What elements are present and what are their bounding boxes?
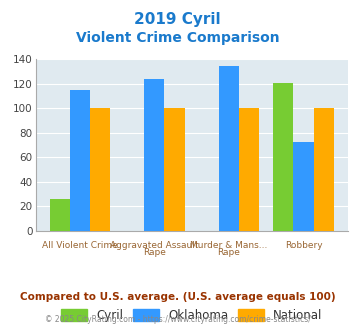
Text: 2019 Cyril: 2019 Cyril [134, 12, 221, 26]
Bar [294, 142, 313, 231]
Bar [273, 83, 294, 231]
Bar [144, 79, 164, 231]
Text: Murder & Mans...: Murder & Mans... [190, 241, 268, 250]
Text: © 2025 CityRating.com - https://www.cityrating.com/crime-statistics/: © 2025 CityRating.com - https://www.city… [45, 315, 310, 324]
Text: Violent Crime Comparison: Violent Crime Comparison [76, 31, 279, 45]
Text: Robbery: Robbery [285, 241, 322, 250]
Text: All Violent Crime: All Violent Crime [42, 241, 118, 250]
Bar [239, 109, 259, 231]
Bar [313, 109, 334, 231]
Text: Compared to U.S. average. (U.S. average equals 100): Compared to U.S. average. (U.S. average … [20, 292, 335, 302]
Bar [219, 66, 239, 231]
Bar [70, 90, 90, 231]
Text: Rape: Rape [218, 248, 240, 257]
Legend: Cyril, Oklahoma, National: Cyril, Oklahoma, National [58, 306, 326, 326]
Bar [90, 109, 110, 231]
Bar [164, 109, 185, 231]
Bar [50, 199, 70, 231]
Text: Aggravated Assault: Aggravated Assault [110, 241, 199, 250]
Text: Rape: Rape [143, 248, 166, 257]
